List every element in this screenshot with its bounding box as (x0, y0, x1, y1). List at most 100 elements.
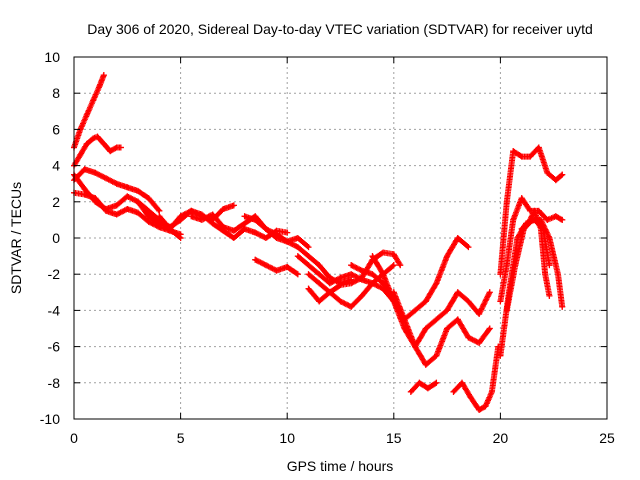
data-point (465, 334, 472, 341)
data-point (90, 135, 97, 142)
tick-marks (73, 56, 608, 420)
data-point (305, 253, 312, 260)
data-point (273, 231, 280, 238)
data-point (497, 352, 504, 359)
x-tick-label: 0 (70, 430, 78, 446)
data-point (380, 271, 387, 278)
data-point (252, 256, 259, 263)
data-point (326, 289, 333, 296)
data-point (433, 379, 440, 386)
data-point (358, 267, 365, 274)
data-point (518, 153, 525, 160)
data-point (198, 211, 205, 218)
x-tick-label: 20 (493, 430, 509, 446)
data-point (92, 195, 99, 202)
data-point (124, 184, 131, 191)
data-point (348, 262, 355, 269)
data-point (100, 72, 107, 79)
data-point (422, 325, 429, 332)
data-point (305, 285, 312, 292)
data-point (262, 225, 269, 232)
x-tick-label: 5 (177, 430, 185, 446)
y-tick-label: 0 (52, 230, 60, 246)
data-point (188, 207, 195, 214)
data-point (316, 271, 323, 278)
data-point (220, 206, 227, 213)
data-point (96, 82, 103, 89)
data-point (348, 303, 355, 310)
data-point (527, 153, 534, 160)
y-tick-label: -6 (48, 339, 61, 355)
data-point (107, 148, 114, 155)
data-point (518, 225, 525, 232)
data-point (284, 238, 291, 245)
data-point (156, 207, 163, 214)
data-point (220, 224, 227, 231)
data-point (546, 262, 553, 269)
data-point (503, 198, 510, 205)
data-point (102, 175, 109, 182)
data-point (305, 244, 312, 251)
data-point (525, 220, 532, 227)
data-point (512, 262, 519, 269)
data-point (156, 213, 163, 220)
data-point (390, 251, 397, 258)
data-point (486, 289, 493, 296)
data-point (241, 225, 248, 232)
data-point (476, 311, 483, 318)
data-point (546, 292, 553, 299)
data-point (454, 235, 461, 241)
y-tick-label: -8 (48, 375, 61, 391)
data-point (134, 198, 141, 205)
data-point (252, 229, 259, 236)
data-point (145, 195, 152, 202)
data-point (422, 361, 429, 368)
data-point (305, 262, 312, 269)
x-tick-label: 10 (279, 430, 295, 446)
x-tick-labels: 0 5 10 15 20 25 (70, 430, 615, 446)
data-point (459, 379, 466, 386)
data-point (546, 235, 553, 241)
data-point (510, 148, 517, 155)
data-point (337, 274, 344, 281)
data-point (412, 343, 419, 350)
data-point (230, 235, 237, 241)
data-point (134, 187, 141, 194)
data-point (552, 177, 559, 184)
data-point (450, 388, 457, 395)
data-point (348, 280, 355, 287)
data-point (81, 191, 88, 198)
data-point (412, 307, 419, 314)
data-point (497, 298, 504, 305)
data-point (433, 316, 440, 323)
data-point (145, 213, 152, 220)
data-point (510, 216, 517, 223)
y-tick-label: 8 (52, 85, 60, 101)
data-point (444, 325, 451, 332)
data-point (424, 385, 431, 392)
data-point (252, 216, 259, 223)
data-point (316, 280, 323, 287)
y-tick-label: -2 (48, 266, 61, 282)
series-arc-17 (407, 379, 440, 395)
data-point (326, 280, 333, 287)
data-point (113, 202, 120, 209)
data-point (433, 280, 440, 287)
y-axis-label: SDTVAR / TECUs (8, 182, 24, 294)
data-series (71, 72, 566, 413)
data-point (241, 220, 248, 227)
data-point (117, 144, 124, 151)
data-point (518, 195, 525, 202)
series-arc-18 (450, 343, 502, 413)
data-point (542, 271, 549, 278)
data-point (156, 224, 163, 231)
data-point (83, 111, 90, 118)
data-point (416, 379, 423, 386)
data-point (209, 211, 216, 218)
data-point (305, 271, 312, 278)
data-point (90, 97, 97, 104)
data-point (488, 388, 495, 395)
data-point (358, 292, 365, 299)
data-point (124, 206, 131, 213)
